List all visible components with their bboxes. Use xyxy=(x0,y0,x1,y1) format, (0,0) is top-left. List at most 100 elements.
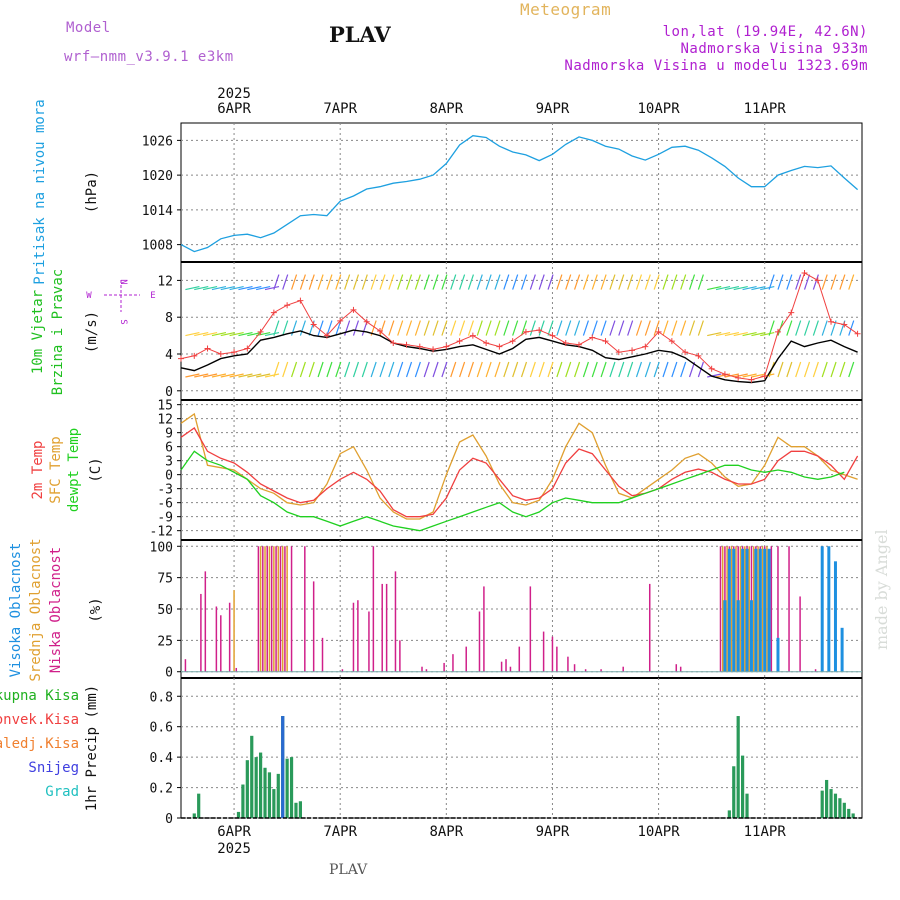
wind-barb xyxy=(724,286,740,291)
y-tick-label: -3 xyxy=(157,483,173,498)
wind-barb xyxy=(777,274,784,290)
wind-barb xyxy=(229,286,244,291)
pressure-line xyxy=(180,135,859,253)
wind-barb xyxy=(733,373,748,378)
x-tick-label-bottom: 6APR xyxy=(217,824,251,840)
wind-barb xyxy=(264,373,280,378)
cloud-bar xyxy=(270,546,273,672)
wind-gust-marker xyxy=(430,346,437,353)
precip-bar xyxy=(258,752,263,818)
cloud-bar xyxy=(736,600,740,672)
wind-barb xyxy=(317,361,324,378)
cloud-ylabel-0: Visoka Oblacnost xyxy=(8,543,24,678)
precip-legend-item: Zaledj.Kisa xyxy=(0,736,79,752)
x-year-label-top: 2025 xyxy=(217,86,251,102)
cloud-bar xyxy=(827,546,831,672)
cloud-bar xyxy=(735,546,737,672)
cloud-bar xyxy=(368,611,370,672)
cloud-bar xyxy=(739,546,742,672)
wind-gust-marker xyxy=(390,339,397,346)
cloud-bar xyxy=(509,666,512,672)
cloud-bar xyxy=(352,602,355,672)
cloud-bar xyxy=(758,548,762,672)
wind-barb xyxy=(326,274,333,290)
wind-barb xyxy=(299,361,306,378)
cloud-bar xyxy=(745,548,749,672)
x-tick-label-bottom: 8APR xyxy=(429,824,463,840)
wind-gust-marker xyxy=(217,351,224,357)
wind-barb xyxy=(432,361,439,378)
cloud-bar xyxy=(833,561,837,672)
cloud-bar xyxy=(452,654,454,672)
wind-barb xyxy=(238,332,253,337)
wind-barb xyxy=(742,286,757,291)
wind-barb xyxy=(352,361,360,378)
wind-ylabel-sub: Brzina i Pravac xyxy=(50,269,66,395)
wind-barb xyxy=(388,274,395,290)
wind-gust-marker xyxy=(284,302,291,309)
wind-barb xyxy=(344,274,351,290)
precip-legend-item: Konvek.Kisa xyxy=(0,712,79,728)
wind-barb xyxy=(777,361,784,378)
wind-barb xyxy=(635,274,643,290)
y-tick-label: 1026 xyxy=(142,134,173,149)
wind-barb xyxy=(194,373,209,378)
wind-barb xyxy=(229,332,244,337)
wind-gust-marker xyxy=(735,374,742,381)
wind-barb xyxy=(786,361,793,378)
wind-barb xyxy=(247,332,262,337)
wind-gust-marker xyxy=(748,376,755,383)
wind-barb xyxy=(290,361,298,378)
wind-gust-marker xyxy=(244,345,251,352)
wind-gust-marker xyxy=(854,330,861,337)
wind-barb xyxy=(194,332,209,337)
wind-barb xyxy=(459,320,466,336)
wind-barb xyxy=(282,361,289,378)
wind-barb xyxy=(556,361,563,378)
cloud-bar xyxy=(744,546,746,672)
wind-gust-marker xyxy=(721,371,728,378)
cloud-bar xyxy=(551,636,554,672)
x-tick-label-top: 6APR xyxy=(217,101,251,117)
cloud-bar xyxy=(748,546,750,672)
compass-south: S xyxy=(118,319,128,324)
wind-barb xyxy=(573,361,581,378)
wind-gust-marker xyxy=(297,297,304,304)
cloud-bar xyxy=(799,596,801,672)
x-tick-label-bottom: 7APR xyxy=(323,824,357,840)
cloud-bar xyxy=(770,546,773,672)
wind-barb xyxy=(591,361,598,378)
sfc-temp-line xyxy=(180,412,858,520)
cloud-bar xyxy=(215,606,218,672)
wind-barb xyxy=(768,320,775,336)
wind-gust-marker xyxy=(549,332,556,339)
wind-barb xyxy=(821,361,828,378)
precip-bar xyxy=(727,810,731,818)
precip-ylabel: 1hr Precip (mm) xyxy=(84,685,100,811)
precip-bar xyxy=(272,789,276,818)
wind-barb xyxy=(432,274,439,290)
wind-barb xyxy=(476,274,483,290)
precip-bar xyxy=(736,716,740,818)
y-tick-label: 0 xyxy=(165,812,173,827)
wind-barb xyxy=(494,274,501,290)
wind-barb xyxy=(618,361,625,378)
wind-barb xyxy=(282,320,289,336)
y-tick-label: 50 xyxy=(157,603,173,618)
cloud-bar xyxy=(584,669,587,672)
wind-gust-marker xyxy=(522,328,529,335)
wind-barb xyxy=(520,361,528,378)
wind-barb xyxy=(812,274,819,290)
wind-gust-marker xyxy=(828,318,835,325)
wind-barb xyxy=(707,286,722,291)
cloud-bar xyxy=(567,656,569,672)
cloud-bar xyxy=(814,669,817,672)
wind-barb xyxy=(370,361,377,378)
compass-north: N xyxy=(118,279,128,284)
wind-barb xyxy=(724,332,740,337)
wind-barb xyxy=(812,320,819,336)
cloud-bar xyxy=(723,600,727,672)
wind-gust-marker xyxy=(774,328,781,335)
